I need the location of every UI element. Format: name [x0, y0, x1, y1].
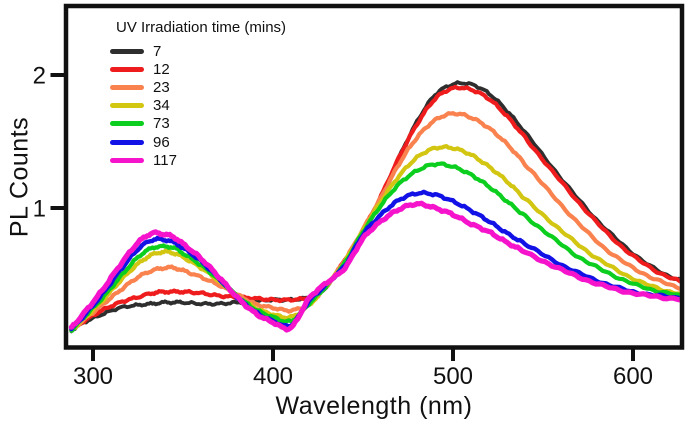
legend-label: 117	[153, 151, 177, 169]
series-line-117min	[68, 200, 680, 333]
plot-frame	[63, 3, 685, 350]
x-tick-label: 500	[433, 363, 473, 390]
series-line-73min	[69, 161, 680, 333]
curves	[68, 80, 680, 334]
x-tick-label: 400	[253, 363, 293, 390]
legend-label: 73	[153, 115, 170, 133]
legend-item: 12	[110, 60, 286, 78]
legend-label: 12	[153, 60, 170, 78]
x-axis-title: Wavelength (nm)	[275, 392, 473, 420]
legend-label: 96	[153, 133, 170, 151]
legend-item: 23	[110, 78, 286, 96]
legend-items: 7 12 23 34 73 96 117	[110, 42, 286, 169]
legend-swatch	[110, 66, 144, 72]
legend-item: 34	[110, 97, 286, 115]
legend-label: 23	[153, 78, 170, 96]
legend-item: 96	[110, 133, 286, 151]
legend-title: UV Irradiation time (mins)	[116, 19, 287, 36]
x-tick-label: 600	[613, 363, 653, 390]
legend-item: 117	[110, 151, 286, 169]
legend-swatch	[110, 48, 144, 54]
legend-swatch	[110, 139, 144, 145]
legend-item: 7	[110, 42, 286, 60]
legend-swatch	[110, 84, 144, 90]
x-tick-label: 300	[73, 363, 113, 390]
y-axis-title: PL Counts	[5, 116, 34, 238]
legend-swatch	[110, 121, 144, 127]
y-tick-label: 1	[33, 196, 46, 223]
y-tick-label: 2	[33, 63, 46, 90]
legend-label: 34	[153, 97, 170, 115]
legend-item: 73	[110, 115, 286, 133]
legend-swatch	[110, 157, 144, 163]
legend-label: 7	[153, 42, 162, 60]
legend-swatch	[110, 103, 144, 109]
legend: UV Irradiation time (mins) 7 12 23 34 73 96 11…	[110, 19, 286, 169]
